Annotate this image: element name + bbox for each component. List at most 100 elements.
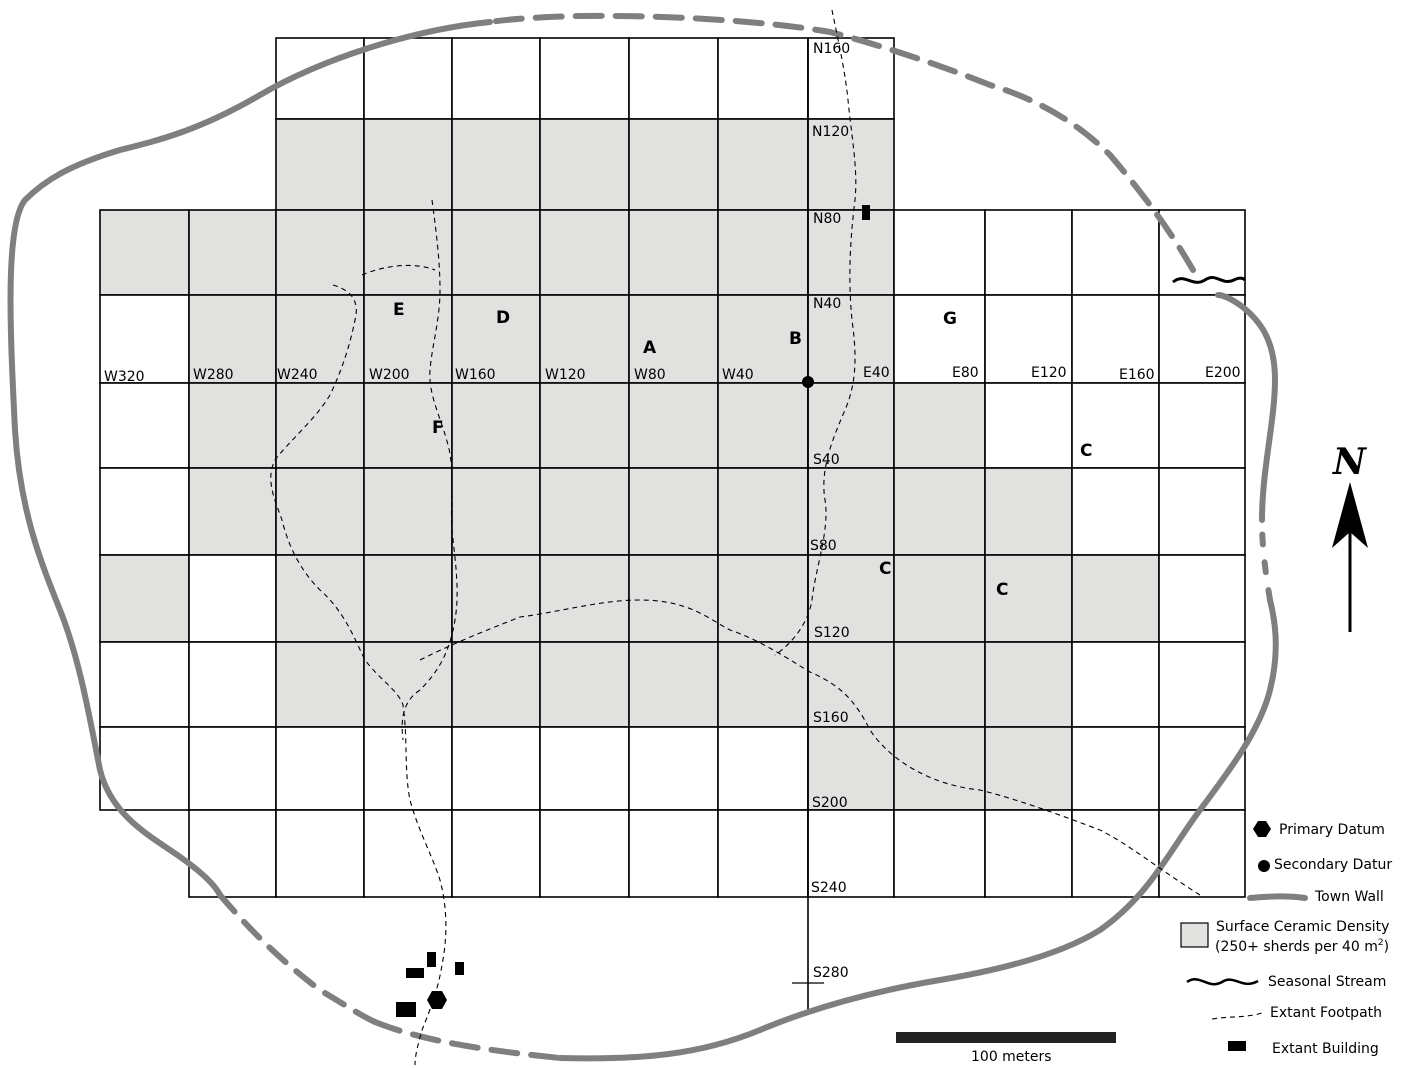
west-labels: W320 W280 W240 W200 W160 W120 W80 W40	[104, 367, 754, 385]
grid-cell	[717, 37, 809, 120]
secondary-datum-icon	[1258, 860, 1270, 872]
grid-cell	[539, 641, 630, 728]
legend-town-wall: Town Wall	[1314, 889, 1384, 905]
grid-cell	[539, 382, 630, 469]
grid-label-w240: W240	[277, 367, 318, 383]
grid-cell	[717, 382, 809, 469]
grid-cell	[807, 118, 895, 211]
grid-cell	[717, 554, 809, 643]
grid-cell	[188, 641, 277, 728]
grid-cell	[363, 209, 453, 296]
legend-seasonal-stream: Seasonal Stream	[1268, 974, 1386, 990]
area-labels: A B C C C D E F G	[393, 300, 1092, 600]
grid-label-n80: N80	[813, 211, 841, 227]
grid-cell	[628, 726, 719, 811]
grid-cell	[893, 554, 986, 643]
legend-secondary-datum: Secondary Datur	[1274, 857, 1392, 873]
grid-cell	[893, 294, 986, 384]
town-wall	[7, 12, 1279, 1062]
grid-cell	[539, 118, 630, 211]
grid-cell	[893, 726, 986, 811]
legend-primary-datum: Primary Datum	[1279, 822, 1385, 838]
grid-cell	[628, 209, 719, 296]
grid-label-n120: N120	[812, 124, 849, 140]
grid-cell	[1158, 294, 1246, 384]
area-label-c2: C	[879, 559, 891, 579]
grid-cell	[984, 209, 1073, 296]
grid-cell	[188, 554, 277, 643]
grid-cell	[99, 382, 190, 469]
scale-bar: 100 meters	[896, 1032, 1116, 1065]
grid-cell	[451, 641, 541, 728]
grid-cell	[717, 467, 809, 556]
grid-label-s80: S80	[810, 538, 837, 554]
grid-cell	[99, 726, 190, 811]
grid-cell	[628, 641, 719, 728]
scale-bar-label: 100 meters	[971, 1049, 1052, 1065]
grid-cell	[807, 554, 895, 643]
grid-label-s40: S40	[813, 452, 840, 468]
grid-cell	[363, 641, 453, 728]
footpaths	[270, 9, 1201, 1066]
grid-cell	[539, 726, 630, 811]
grid-cell	[363, 37, 453, 120]
secondary-datum-marker	[802, 376, 814, 388]
grid-cell	[275, 382, 365, 469]
grid-label-w200: W200	[369, 367, 410, 383]
grid-cell	[984, 809, 1073, 898]
grid-cell	[717, 726, 809, 811]
grid-cell	[451, 382, 541, 469]
north-labels: N160 N120 N80 N40	[812, 41, 850, 312]
grid-cell	[628, 118, 719, 211]
grid-cell	[1071, 554, 1160, 643]
grid-label-e200: E200	[1205, 365, 1241, 381]
grid-cell	[539, 809, 630, 898]
area-label-b: B	[789, 329, 802, 349]
grid-label-w160: W160	[455, 367, 496, 383]
ceramic-density-swatch	[1180, 922, 1209, 948]
primary-datum-marker	[427, 991, 447, 1009]
grid-cell	[628, 809, 719, 898]
grid-cell	[451, 37, 541, 120]
grid-cell	[363, 554, 453, 643]
town-wall-icon	[1247, 893, 1308, 901]
extant-buildings	[396, 205, 870, 1017]
grid-label-e80: E80	[952, 365, 979, 381]
grid-cell	[363, 467, 453, 556]
grid-cell	[188, 209, 277, 296]
footpath-icon	[1211, 1012, 1263, 1020]
grid-cell	[984, 726, 1073, 811]
grid-label-w80: W80	[634, 367, 666, 383]
grid-cell	[893, 209, 986, 296]
grid-cell	[717, 118, 809, 211]
seasonal-stream-icon	[1186, 978, 1259, 986]
grid-cell	[1071, 809, 1160, 898]
north-arrow-label: N	[1332, 441, 1368, 483]
legend: Primary Datum Secondary Datur Town Wall …	[1180, 821, 1392, 1057]
east-labels: E40 E80 E120 E160 E200	[863, 365, 1241, 383]
grid-label-e40: E40	[863, 365, 890, 381]
grid-cell	[1071, 294, 1160, 384]
grid-cell	[275, 118, 365, 211]
area-label-e: E	[393, 300, 405, 320]
grid-cell	[99, 209, 190, 296]
grid-label-e120: E120	[1031, 365, 1067, 381]
north-arrow-icon	[1332, 482, 1368, 548]
grid-cell	[451, 554, 541, 643]
grid-cell	[188, 294, 277, 384]
grid-label-s240: S240	[811, 880, 847, 896]
grid-cell	[275, 641, 365, 728]
primary-datum-icon	[1253, 821, 1271, 837]
grid-cell	[1071, 467, 1160, 556]
grid-cell	[1158, 554, 1246, 643]
grid-label-w320: W320	[104, 369, 145, 385]
grid-cell	[451, 118, 541, 211]
grid-cell	[363, 294, 453, 384]
grid-cell	[628, 37, 719, 120]
grid-cell	[99, 294, 190, 384]
south-labels: S40 S80 S120 S160 S200 S240 S280	[810, 452, 850, 981]
grid-cell	[1071, 726, 1160, 811]
grid-cell	[99, 554, 190, 643]
area-label-a: A	[643, 338, 657, 358]
